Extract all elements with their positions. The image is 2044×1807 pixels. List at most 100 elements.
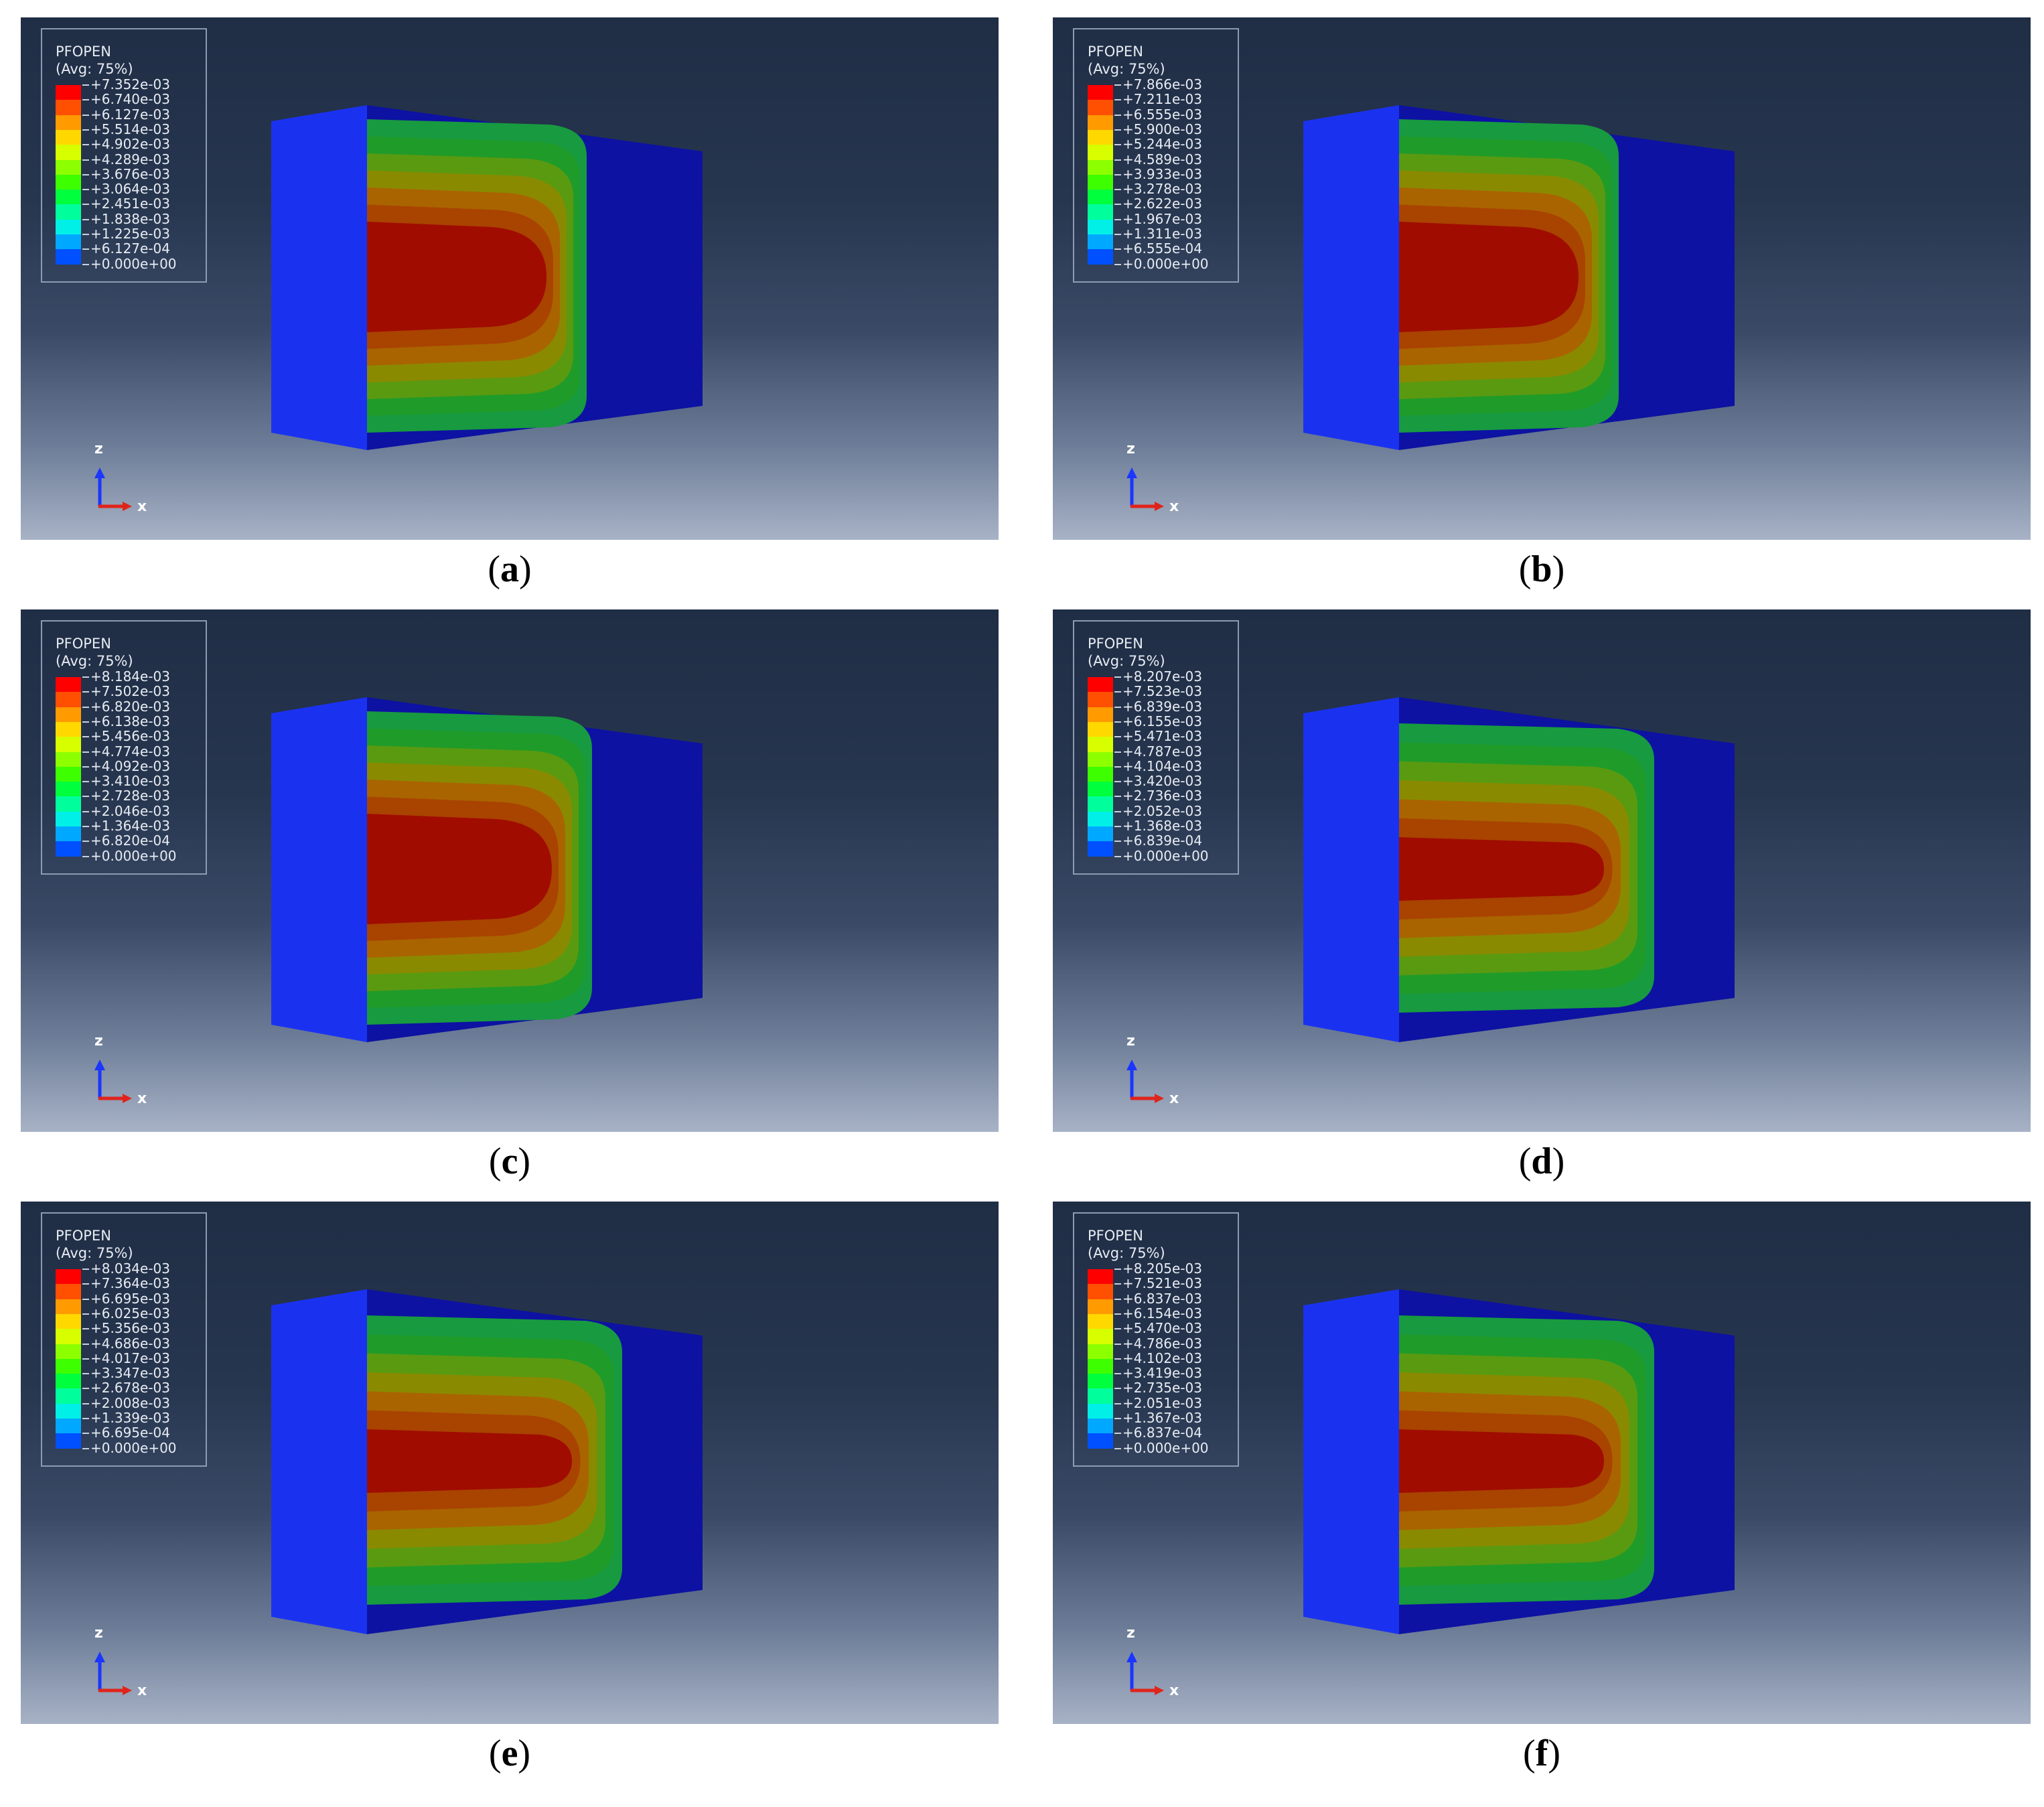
legend-tick bbox=[1114, 84, 1121, 86]
legend-tick bbox=[82, 766, 89, 768]
legend-value: +3.410e-03 bbox=[90, 773, 170, 790]
legend-tick bbox=[82, 144, 89, 146]
legend-value: +3.278e-03 bbox=[1122, 181, 1202, 198]
legend-tick bbox=[82, 706, 89, 708]
legend-tick bbox=[1114, 1418, 1121, 1419]
legend-tick bbox=[1114, 218, 1121, 220]
legend-tick bbox=[1114, 1402, 1121, 1404]
legend-tick bbox=[1114, 129, 1121, 131]
z-axis-arrowhead bbox=[94, 467, 105, 478]
legend-value: +6.555e-03 bbox=[1122, 106, 1202, 123]
legend-averaging: (Avg: 75%) bbox=[1088, 653, 1165, 669]
legend-tick bbox=[1114, 810, 1121, 812]
panel-caption-e: (e) bbox=[488, 1733, 531, 1774]
panel-caption-b: (b) bbox=[1518, 549, 1565, 590]
legend-value: +5.356e-03 bbox=[90, 1320, 170, 1337]
legend-tick bbox=[1114, 1433, 1121, 1435]
legend-tick bbox=[82, 751, 89, 753]
legend-color-swatch bbox=[1088, 1433, 1113, 1449]
legend-tick bbox=[1114, 1283, 1121, 1285]
z-axis-label: z bbox=[94, 1625, 103, 1642]
legend-tick bbox=[1114, 1373, 1121, 1375]
legend-value: +5.244e-03 bbox=[1122, 136, 1202, 153]
legend-averaging: (Avg: 75%) bbox=[56, 1245, 133, 1261]
legend-value: +4.786e-03 bbox=[1122, 1335, 1202, 1352]
axis-triad-icon bbox=[94, 1652, 132, 1695]
legend-tick bbox=[1114, 1298, 1121, 1300]
legend-value: +1.838e-03 bbox=[90, 210, 170, 227]
legend-tick bbox=[1114, 248, 1121, 250]
legend-tick bbox=[1114, 1269, 1121, 1270]
legend-value: +8.205e-03 bbox=[1122, 1260, 1202, 1277]
legend-color-swatch bbox=[1088, 796, 1113, 812]
legend-tick bbox=[82, 841, 89, 843]
legend-color-swatch bbox=[56, 190, 81, 206]
legend-value: +2.052e-03 bbox=[1122, 802, 1202, 819]
legend-value: +6.839e-03 bbox=[1122, 698, 1202, 715]
legend-color-swatch bbox=[56, 129, 81, 145]
legend-variable-name: PFOPEN bbox=[1088, 636, 1143, 652]
legend-tick bbox=[82, 159, 89, 161]
x-axis-label: x bbox=[1169, 1090, 1179, 1107]
legend-value: +1.367e-03 bbox=[1122, 1410, 1202, 1426]
legend-tick bbox=[1114, 1388, 1121, 1390]
legend-value: +4.092e-03 bbox=[90, 757, 170, 774]
legend-color-swatch bbox=[1088, 100, 1113, 116]
legend-variable-name: PFOPEN bbox=[56, 44, 111, 60]
legend-color-swatch bbox=[56, 174, 81, 190]
legend-tick bbox=[1114, 855, 1121, 857]
viewport-panel-a: PFOPEN (Avg: 75%) +7.352e-03 +6.740e-03 +6.1… bbox=[21, 17, 999, 540]
legend-tick bbox=[1114, 173, 1121, 175]
legend-tick bbox=[1114, 796, 1121, 798]
legend-value: +3.419e-03 bbox=[1122, 1365, 1202, 1382]
legend-variable-name: PFOPEN bbox=[1088, 1228, 1143, 1244]
legend-color-swatch bbox=[1088, 234, 1113, 250]
legend-value: +2.736e-03 bbox=[1122, 788, 1202, 804]
legend-value: +6.820e-04 bbox=[90, 833, 170, 849]
legend-tick bbox=[82, 114, 89, 116]
legend-value: +2.728e-03 bbox=[90, 788, 170, 804]
caption-letter: e bbox=[501, 1733, 518, 1774]
legend-value: +4.686e-03 bbox=[90, 1335, 170, 1352]
legend-color-swatch bbox=[1088, 1299, 1113, 1315]
legend-color-swatch bbox=[56, 1344, 81, 1360]
legend-color-swatch bbox=[56, 692, 81, 708]
legend-color-swatch bbox=[56, 85, 81, 100]
model-view bbox=[1303, 1289, 1735, 1634]
contour-band bbox=[367, 814, 552, 924]
legend-value: +6.839e-04 bbox=[1122, 833, 1202, 849]
legend-tick bbox=[1114, 751, 1121, 753]
x-axis-arrowhead bbox=[1155, 1686, 1164, 1695]
legend-tick bbox=[82, 691, 89, 693]
model-view bbox=[1303, 105, 1735, 450]
legend-color-swatch bbox=[56, 782, 81, 798]
legend-tick bbox=[1114, 204, 1121, 206]
legend-tick bbox=[82, 1283, 89, 1285]
legend-color-swatch bbox=[56, 1419, 81, 1434]
legend-value: +5.470e-03 bbox=[1122, 1320, 1202, 1337]
x-axis-arrowhead bbox=[1155, 1094, 1164, 1103]
legend-tick bbox=[82, 234, 89, 235]
z-axis-arrowhead bbox=[94, 1060, 105, 1070]
legend-tick bbox=[82, 204, 89, 206]
legend-color-swatch bbox=[1088, 707, 1113, 723]
block-front-face bbox=[271, 697, 367, 1042]
legend-value: +0.000e+00 bbox=[90, 1439, 177, 1456]
legend-color-swatch bbox=[56, 219, 81, 235]
panel-caption-c: (c) bbox=[488, 1141, 531, 1182]
caption-letter: a bbox=[500, 549, 519, 590]
legend-value: +3.064e-03 bbox=[90, 181, 170, 198]
legend-color-swatch bbox=[56, 841, 81, 857]
legend-color-swatch bbox=[56, 1388, 81, 1404]
x-axis-arrowhead bbox=[123, 1094, 132, 1103]
legend-color-swatch bbox=[1088, 1358, 1113, 1374]
x-axis-arrowhead bbox=[1155, 502, 1164, 511]
legend-value: +4.589e-03 bbox=[1122, 151, 1202, 167]
panel-caption-f: (f) bbox=[1523, 1733, 1560, 1774]
legend-tick bbox=[1114, 114, 1121, 116]
viewport-panel-d: PFOPEN (Avg: 75%) +8.207e-03 +7.523e-03 +6.8… bbox=[1053, 609, 2031, 1132]
legend-tick bbox=[1114, 1447, 1121, 1449]
legend-value: +4.902e-03 bbox=[90, 136, 170, 153]
